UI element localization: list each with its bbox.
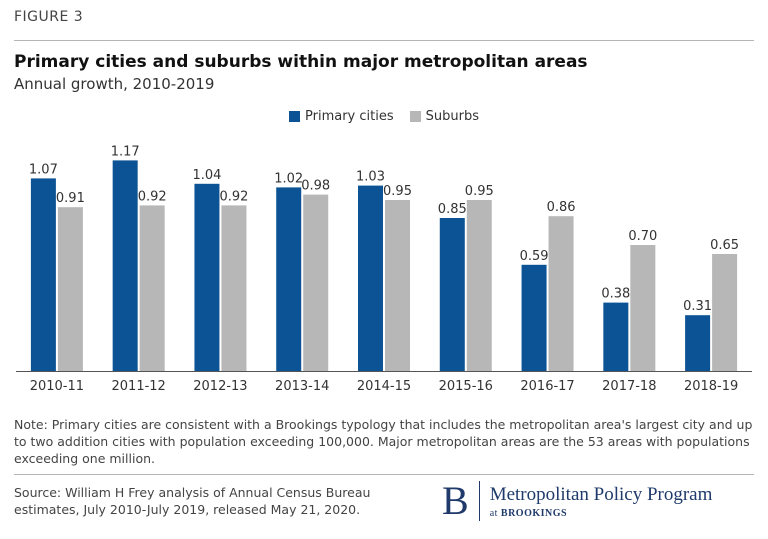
source-note: Source: William H Frey analysis of Annua… [14,485,371,517]
chart-title: Primary cities and suburbs within major … [14,52,588,72]
data-label-primary-2016-17: 0.59 [520,249,549,264]
x-tick-label-2014-15: 2014-15 [357,379,411,394]
x-tick-label-2018-19: 2018-19 [684,379,738,394]
data-label-suburbs-2018-19: 0.65 [710,238,739,253]
data-label-suburbs-2012-13: 0.92 [219,189,248,204]
bar-suburbs-2017-18 [630,245,656,371]
top-divider [14,40,754,41]
legend-item-primary-cities: Primary cities [289,109,394,124]
bar-suburbs-2014-15 [385,200,410,371]
bar-primary-2012-13 [194,183,220,371]
bar-suburbs-2018-19 [712,254,738,371]
legend-label-suburbs: Suburbs [425,109,479,124]
figure-label: FIGURE 3 [14,9,84,25]
x-tick-label-2017-18: 2017-18 [602,379,656,394]
data-label-primary-2014-15: 1.03 [356,170,385,185]
bar-suburbs-2013-14 [303,194,329,371]
bar-chart: 1.07 0.91 2010-11 1.17 0.92 2011-12 1.04 0.92 20… [16,144,752,394]
x-tick-label-2016-17: 2016-17 [520,379,574,394]
logo-sub-brand: BROOKINGS [500,507,568,519]
data-label-primary-2011-12: 1.17 [111,144,140,159]
bottom-divider [14,474,754,475]
data-label-primary-2017-18: 0.38 [601,287,630,302]
legend-label-primary-cities: Primary cities [305,109,394,124]
data-label-suburbs-2010-11: 0.91 [56,191,85,206]
chart-subtitle: Annual growth, 2010-2019 [14,75,215,93]
data-label-primary-2012-13: 1.04 [192,168,221,183]
data-label-suburbs-2013-14: 0.98 [301,179,330,194]
data-label-primary-2018-19: 0.31 [683,299,712,314]
bar-primary-2015-16 [439,218,465,371]
data-label-suburbs-2017-18: 0.70 [628,229,657,244]
bar-primary-2017-18 [603,302,629,371]
bar-suburbs-2012-13 [221,205,247,371]
x-tick-label-2013-14: 2013-14 [275,379,329,394]
bar-primary-2014-15 [358,185,383,371]
logo-text: Metropolitan Policy Program at BROOKINGS [480,484,713,519]
data-label-primary-2015-16: 0.85 [438,202,467,217]
bar-primary-2018-19 [685,315,711,371]
logo-subline: at BROOKINGS [490,508,713,519]
bar-primary-2013-14 [276,187,302,371]
bar-suburbs-2010-11 [57,207,83,371]
bar-primary-2016-17 [521,264,547,371]
legend-swatch-suburbs [409,111,421,122]
data-label-suburbs-2015-16: 0.95 [465,184,494,199]
x-tick-label-2010-11: 2010-11 [30,379,84,394]
bar-suburbs-2016-17 [548,216,574,371]
x-tick-label-2015-16: 2015-16 [439,379,493,394]
bar-suburbs-2015-16 [466,200,492,371]
legend-item-suburbs: Suburbs [409,109,479,124]
bar-suburbs-2011-12 [139,205,165,371]
bar-primary-2010-11 [30,178,56,371]
legend-swatch-primary-cities [289,111,301,122]
logo-sub-prefix: at [489,507,498,519]
bar-primary-2011-12 [112,160,138,371]
brookings-logo: B Metropolitan Policy Program at BROOKIN… [442,481,712,521]
logo-name: Metropolitan Policy Program [489,483,713,505]
data-label-suburbs-2016-17: 0.86 [547,200,576,215]
x-tick-label-2011-12: 2011-12 [112,379,166,394]
data-label-primary-2013-14: 1.02 [274,171,303,186]
chart-legend: Primary cities Suburbs [0,109,768,124]
data-label-suburbs-2014-15: 0.95 [383,184,412,199]
x-tick-label-2012-13: 2012-13 [193,379,247,394]
data-label-suburbs-2011-12: 0.92 [138,189,167,204]
logo-initial: B [442,481,480,521]
chart-note: Note: Primary cities are consistent with… [14,417,753,466]
data-label-primary-2010-11: 1.07 [29,162,58,177]
